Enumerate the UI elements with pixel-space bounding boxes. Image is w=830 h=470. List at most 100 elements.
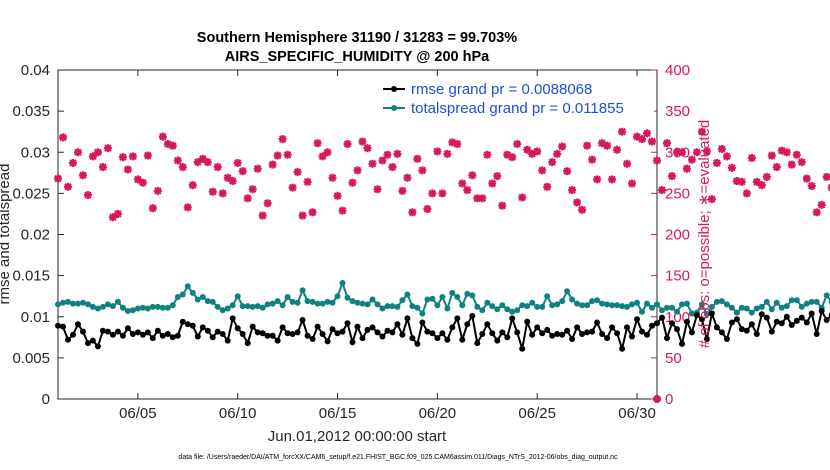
series-point-rmse	[434, 335, 441, 342]
series-point-rmse	[65, 336, 71, 343]
series-point-rmse	[474, 340, 481, 347]
series-point-rmse	[424, 328, 431, 335]
series-point-totalspread	[773, 299, 780, 306]
obs-count-point	[268, 160, 277, 169]
y-tick-label-left: 0.035	[12, 103, 50, 120]
series-point-rmse	[529, 331, 536, 338]
series-point-rmse	[679, 340, 685, 347]
series-point-rmse	[114, 328, 121, 335]
obs-count-point	[353, 166, 362, 175]
series-point-rmse	[75, 321, 81, 328]
obs-count-point	[283, 150, 292, 159]
series-lines	[55, 280, 830, 353]
obs-count-point	[707, 195, 716, 204]
series-point-totalspread	[594, 297, 601, 304]
series-point-rmse	[449, 324, 456, 331]
series-point-rmse	[813, 331, 820, 337]
series-point-rmse	[584, 329, 591, 336]
obs-count-point	[328, 173, 337, 182]
obs-count-point	[628, 179, 637, 188]
series-point-totalspread	[604, 301, 611, 308]
obs-count-point	[373, 185, 382, 194]
series-point-totalspread	[544, 293, 551, 300]
obs-count-point	[408, 208, 417, 217]
obs-count-point	[378, 156, 387, 165]
series-point-totalspread	[80, 299, 86, 306]
obs-count-point	[822, 172, 830, 181]
obs-count-point	[363, 144, 372, 153]
obs-count-point	[737, 177, 746, 186]
obs-count-point	[208, 187, 217, 196]
series-point-totalspread	[244, 303, 251, 310]
series-point-totalspread	[269, 300, 276, 307]
obs-count-point	[807, 181, 816, 190]
obs-count-point	[278, 135, 287, 144]
y-tick-label-right: 0	[665, 391, 673, 408]
obs-count-point	[303, 177, 312, 186]
obs-count-point	[258, 211, 267, 220]
series-point-rmse	[624, 324, 630, 331]
series-point-rmse	[509, 315, 516, 322]
series-point-rmse	[519, 345, 526, 352]
series-point-rmse	[80, 328, 86, 335]
series-point-rmse	[169, 334, 176, 341]
obs-count-point	[747, 154, 756, 163]
series-point-rmse	[464, 321, 471, 328]
series-point-rmse	[279, 324, 286, 331]
series-point-rmse	[569, 336, 576, 342]
series-point-totalspread	[104, 301, 111, 308]
series-point-rmse	[314, 323, 321, 330]
series-point-totalspread	[274, 298, 281, 305]
series-point-totalspread	[229, 302, 236, 309]
series-point-totalspread	[179, 291, 186, 298]
y-tick-label-left: 0.005	[12, 350, 50, 367]
series-point-rmse	[134, 329, 141, 336]
obs-count-point	[393, 149, 402, 158]
obs-count-point	[213, 163, 222, 172]
obs-count-point	[488, 179, 497, 188]
series-point-rmse	[324, 338, 331, 345]
series-point-totalspread	[55, 301, 61, 308]
obs-count-point	[428, 189, 437, 198]
series-point-rmse	[534, 324, 541, 331]
series-point-rmse	[384, 327, 391, 334]
obs-count-point	[133, 175, 142, 184]
obs-count-point	[448, 138, 457, 147]
obs-count-point	[613, 145, 622, 154]
series-point-totalspread	[404, 291, 411, 298]
series-point-rmse	[239, 331, 246, 337]
series-point-rmse	[194, 333, 201, 340]
obs-count-point	[538, 166, 547, 175]
series-point-rmse	[139, 331, 146, 338]
y-tick-label-left: 0.015	[12, 268, 50, 285]
x-tick-label: 06/15	[319, 405, 357, 422]
series-point-totalspread	[599, 300, 606, 307]
series-point-totalspread	[669, 304, 675, 311]
obs-count-point	[508, 153, 517, 162]
obs-count-point	[68, 158, 77, 167]
series-point-rmse	[479, 331, 486, 337]
series-point-totalspread	[154, 303, 161, 310]
series-point-totalspread	[813, 298, 820, 305]
series-point-totalspread	[728, 304, 735, 311]
series-point-rmse	[254, 329, 261, 336]
obs-count-point	[762, 172, 771, 181]
series-point-totalspread	[449, 289, 456, 296]
obs-count-point	[348, 178, 357, 187]
series-point-rmse	[703, 336, 710, 342]
obs-count-point	[717, 144, 726, 153]
series-point-rmse	[604, 335, 611, 342]
series-point-rmse	[259, 330, 266, 337]
series-point-rmse	[294, 329, 301, 336]
series-point-totalspread	[299, 287, 306, 294]
series-point-rmse	[70, 331, 76, 338]
obs-count-point	[93, 148, 102, 157]
series-point-rmse	[688, 329, 695, 336]
series-point-rmse	[514, 329, 521, 336]
series-point-totalspread	[149, 303, 156, 310]
series-point-rmse	[748, 321, 755, 328]
obs-count-point	[358, 137, 367, 146]
series-point-rmse	[619, 345, 626, 352]
series-point-totalspread	[184, 283, 191, 290]
